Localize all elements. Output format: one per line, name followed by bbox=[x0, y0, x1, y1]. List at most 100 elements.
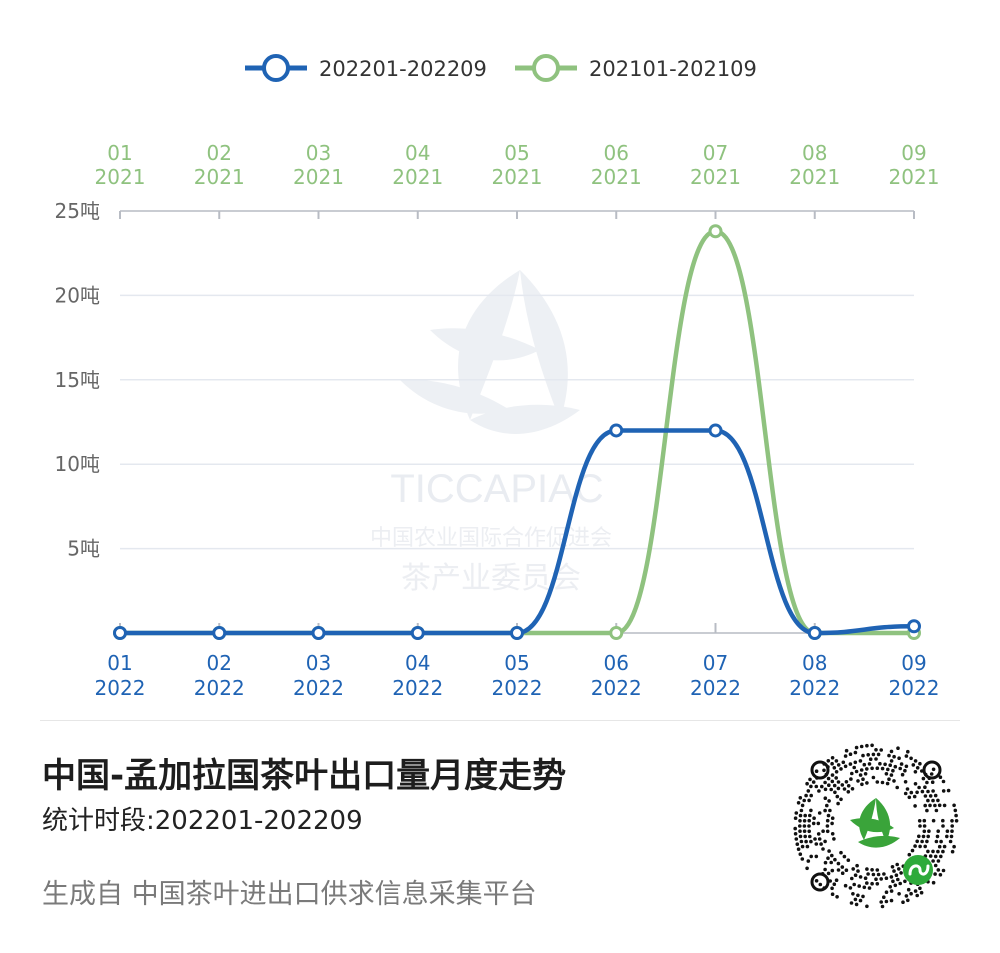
qr-dot bbox=[915, 790, 919, 795]
qr-dot bbox=[856, 779, 860, 783]
qr-dot bbox=[793, 816, 798, 820]
qr-dot bbox=[891, 879, 895, 884]
qr-dot bbox=[925, 780, 929, 785]
qr-dot bbox=[844, 868, 849, 872]
qr-dot bbox=[842, 854, 847, 859]
qr-dot bbox=[862, 885, 867, 890]
qr-dot bbox=[871, 872, 876, 877]
qr-dot bbox=[903, 780, 908, 784]
qr-dot bbox=[936, 829, 940, 833]
mini-program-badge-icon bbox=[903, 855, 933, 885]
qr-dot bbox=[913, 782, 918, 786]
qr-dot bbox=[923, 844, 927, 849]
qr-dot bbox=[830, 821, 834, 826]
qr-dot bbox=[909, 891, 913, 896]
qr-dot bbox=[871, 752, 876, 757]
bottom-tick-year: 2022 bbox=[293, 676, 344, 700]
qr-dot bbox=[876, 872, 881, 877]
qr-dot bbox=[875, 766, 880, 770]
qr-dot bbox=[894, 873, 899, 877]
qr-dot bbox=[933, 872, 937, 876]
qr-dot bbox=[895, 785, 899, 790]
qr-dot bbox=[805, 781, 809, 786]
qr-dot bbox=[865, 743, 869, 748]
qr-dot bbox=[865, 781, 869, 785]
qr-dot bbox=[809, 784, 813, 789]
y-axis: 5吨 10吨 15吨 20吨 25吨 bbox=[55, 199, 100, 561]
qr-dot bbox=[865, 881, 869, 885]
qr-dot bbox=[816, 821, 821, 826]
qr-dot bbox=[890, 865, 895, 869]
qr-dot bbox=[926, 834, 930, 839]
qr-dot bbox=[913, 889, 918, 893]
qr-dot bbox=[848, 886, 853, 890]
qr-dot bbox=[798, 813, 803, 818]
qr-dot bbox=[821, 829, 825, 833]
qr-dot bbox=[874, 748, 878, 752]
qr-dot bbox=[854, 902, 859, 907]
qr-dot bbox=[798, 829, 802, 833]
bottom-tick-year: 2022 bbox=[492, 676, 543, 700]
qr-dot bbox=[910, 848, 915, 853]
qr-dot bbox=[880, 904, 885, 909]
qr-dot bbox=[808, 813, 812, 818]
qr-dot bbox=[931, 880, 936, 885]
qr-dot bbox=[863, 772, 868, 776]
qr-dot bbox=[839, 850, 843, 855]
qr-dot bbox=[841, 760, 846, 765]
qr-dot bbox=[830, 756, 835, 760]
qr-dot bbox=[852, 765, 856, 770]
qr-dot bbox=[904, 754, 909, 758]
qr-dot bbox=[866, 872, 870, 876]
qr-dot bbox=[799, 808, 804, 813]
qr-dot bbox=[917, 819, 922, 823]
qr-dot bbox=[884, 876, 889, 880]
top-tick-month: 02 bbox=[207, 141, 232, 165]
qr-dot bbox=[843, 883, 848, 888]
mini-program-qr-icon[interactable] bbox=[790, 740, 962, 912]
top-tick-year: 2021 bbox=[789, 165, 840, 189]
qr-dot bbox=[931, 789, 935, 793]
qr-dot bbox=[812, 816, 816, 820]
qr-dot bbox=[793, 826, 797, 831]
qr-dot bbox=[846, 790, 851, 794]
qr-dot bbox=[952, 803, 956, 808]
legend-label: 202201-202209 bbox=[319, 57, 487, 81]
qr-dot bbox=[875, 882, 880, 886]
qr-dot bbox=[830, 832, 835, 836]
qr-dot bbox=[846, 858, 851, 862]
qr-dot bbox=[828, 808, 832, 813]
y-tick-label: 15吨 bbox=[55, 368, 100, 392]
qr-dot bbox=[836, 801, 840, 806]
qr-dot bbox=[826, 813, 831, 818]
legend-label: 202101-202109 bbox=[589, 57, 757, 81]
qr-dot bbox=[804, 793, 808, 798]
qr-dot bbox=[832, 882, 837, 886]
qr-dot bbox=[926, 798, 930, 803]
qr-dot bbox=[928, 794, 933, 798]
qr-dot bbox=[906, 898, 910, 903]
qr-dot bbox=[806, 789, 811, 793]
qr-dot bbox=[933, 854, 938, 859]
qr-dot bbox=[868, 757, 873, 761]
qr-dot bbox=[931, 767, 936, 772]
qr-dot bbox=[836, 861, 841, 866]
qr-dot bbox=[826, 759, 831, 763]
qr-dot bbox=[839, 797, 843, 802]
bottom-tick-year: 2022 bbox=[392, 676, 443, 700]
qr-dot bbox=[839, 767, 843, 771]
y-tick-label: 25吨 bbox=[55, 199, 100, 223]
qr-dot bbox=[800, 857, 805, 861]
qr-dot bbox=[925, 808, 929, 813]
qr-dot bbox=[926, 849, 930, 854]
qr-dot bbox=[822, 768, 826, 773]
qr-dot bbox=[793, 832, 798, 836]
qr-dot bbox=[879, 877, 883, 881]
qr-dot bbox=[832, 837, 836, 841]
data-point bbox=[609, 423, 624, 438]
qr-dot bbox=[941, 789, 946, 793]
bottom-tick-month: 03 bbox=[306, 651, 331, 675]
qr-dot bbox=[904, 764, 909, 769]
qr-dot bbox=[817, 789, 821, 793]
qr-dot bbox=[931, 859, 935, 863]
